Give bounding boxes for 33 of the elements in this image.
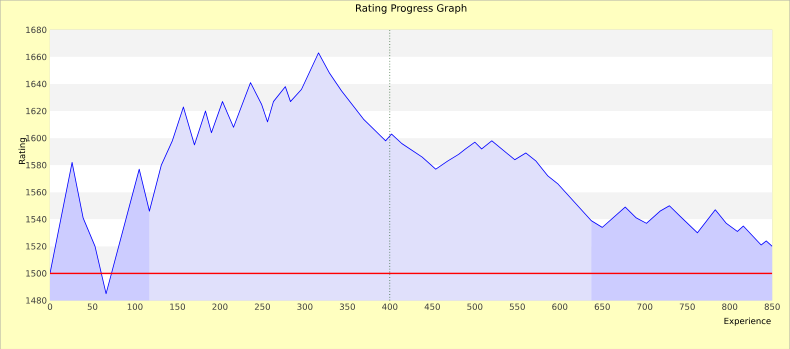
x-tick-label: 450 (424, 303, 440, 310)
x-tick-label: 50 (88, 303, 98, 310)
y-tick-label: 1480 (26, 297, 46, 304)
x-tick-label: 700 (637, 303, 652, 310)
line-series (50, 52, 772, 294)
x-tick-label: 650 (594, 303, 610, 310)
x-tick-label: 300 (297, 303, 312, 310)
y-tick-label: 1660 (26, 54, 46, 60)
y-tick-label: 1580 (26, 162, 46, 168)
y-tick-label: 1520 (26, 242, 46, 250)
y-tick-label: 1560 (26, 188, 46, 196)
x-tick-label: 550 (510, 303, 525, 310)
y-tick-label: 1640 (26, 80, 46, 87)
x-tick-label: 500 (467, 303, 482, 310)
x-tick-label: 150 (170, 303, 186, 310)
y-tick-label: 1680 (26, 26, 46, 33)
x-tick-label: 200 (212, 303, 228, 310)
x-tick-label: 350 (340, 303, 355, 310)
x-tick-label: 850 (764, 303, 780, 310)
y-tick-label: 1600 (26, 134, 46, 142)
x-tick-label: 750 (680, 303, 695, 310)
y-tick-label: 1500 (26, 270, 46, 276)
x-tick-label: 250 (254, 303, 270, 310)
x-axis-title: Experience (724, 317, 771, 326)
y-tick-label: 1540 (26, 216, 46, 222)
y-axis-title: Rating (18, 138, 27, 164)
x-tick-label: 400 (382, 303, 398, 310)
x-tick-label: 800 (722, 303, 738, 310)
y-tick-label: 1620 (26, 108, 46, 114)
x-tick-label: 600 (552, 303, 568, 310)
x-tick-label: 0 (48, 303, 52, 310)
chart-title: Rating Progress Graph (356, 4, 466, 14)
x-tick-label: 100 (128, 303, 143, 310)
